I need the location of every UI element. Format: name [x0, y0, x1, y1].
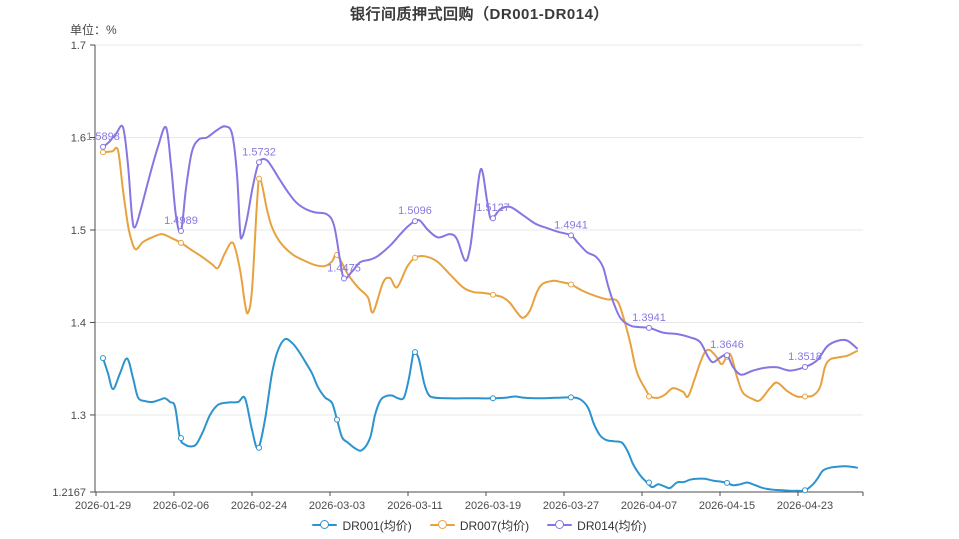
- data-point-marker: [646, 479, 652, 486]
- x-axis-label: 2026-03-11: [387, 500, 442, 512]
- data-point-marker: [724, 479, 730, 486]
- value-annotation: 1.4475: [327, 263, 361, 275]
- value-annotation: 1.4989: [164, 215, 198, 227]
- data-point-marker: [178, 239, 184, 246]
- data-point-marker: [724, 352, 730, 359]
- data-point-marker: [256, 444, 262, 451]
- x-axis-label: 2026-04-23: [777, 500, 833, 512]
- legend-item-dr007[interactable]: DR007(均价): [429, 517, 530, 534]
- data-point-marker: [100, 355, 106, 362]
- y-axis-label: 1.2167: [52, 487, 86, 499]
- data-point-marker: [341, 275, 347, 282]
- x-axis-label: 2026-04-07: [621, 500, 677, 512]
- data-point-marker: [334, 416, 340, 423]
- y-axis-label: 1.6: [71, 132, 86, 144]
- y-axis-label: 1.3: [71, 410, 86, 422]
- data-point-marker: [412, 349, 418, 356]
- data-point-marker: [412, 254, 418, 261]
- y-axis-label: 1.4: [71, 317, 86, 329]
- data-point-marker: [256, 159, 262, 166]
- value-annotation: 1.5732: [242, 146, 276, 158]
- y-axis-label: 1.7: [71, 40, 86, 52]
- data-point-marker: [490, 291, 496, 298]
- value-annotation: 1.5096: [398, 205, 432, 217]
- data-point-marker: [490, 395, 496, 402]
- y-axis-unit-label: 单位：%: [70, 23, 117, 37]
- data-point-marker: [178, 435, 184, 442]
- data-point-marker: [100, 149, 106, 156]
- series-line-DR014(均价): [102, 124, 858, 376]
- data-point-marker: [646, 324, 652, 331]
- data-point-marker: [568, 281, 574, 288]
- data-point-marker: [802, 487, 808, 494]
- data-point-marker: [178, 228, 184, 234]
- value-annotation: 1.3518: [788, 351, 822, 363]
- chart-title: 银行间质押式回购（DR001-DR014）: [350, 6, 609, 23]
- legend-label-dr014: DR014(均价): [577, 518, 647, 533]
- x-axis-label: 2026-04-15: [699, 500, 755, 512]
- data-point-marker: [802, 364, 808, 370]
- data-point-marker: [490, 215, 496, 222]
- data-point-marker: [412, 218, 418, 225]
- legend-label-dr001: DR001(均价): [342, 518, 412, 533]
- series-line-DR001(均价): [102, 337, 858, 492]
- dr001-line-marker-icon: [312, 520, 338, 530]
- data-point-marker: [568, 394, 574, 401]
- dr007-line-marker-icon: [429, 520, 455, 530]
- chart-legend: DR001(均价) DR007(均价) DR014(均价): [0, 515, 959, 535]
- x-axis-label: 2026-03-03: [309, 500, 365, 512]
- x-axis-label: 2026-02-06: [153, 500, 209, 512]
- legend-label-dr007: DR007(均价): [459, 518, 530, 533]
- legend-item-dr001[interactable]: DR001(均价): [312, 517, 412, 534]
- x-axis-label: 2026-01-29: [75, 500, 131, 512]
- y-axis-label: 1.5: [71, 225, 86, 237]
- data-point-marker: [646, 393, 652, 400]
- x-axis-label: 2026-03-27: [543, 500, 599, 512]
- data-point-marker: [802, 393, 808, 400]
- data-point-marker: [100, 143, 106, 150]
- value-annotation: 1.5127: [476, 202, 510, 214]
- legend-item-dr014[interactable]: DR014(均价): [547, 517, 647, 534]
- value-annotation: 1.4941: [554, 219, 588, 231]
- value-annotation: 1.3646: [710, 339, 744, 351]
- series-line-DR007(均价): [102, 146, 858, 403]
- dr014-line-marker-icon: [547, 520, 573, 530]
- data-point-marker: [256, 175, 262, 182]
- value-annotation: 1.3941: [632, 312, 666, 324]
- data-point-marker: [568, 232, 574, 239]
- x-axis-label: 2026-03-19: [465, 500, 521, 512]
- value-annotation: 1.5898: [86, 131, 120, 143]
- x-axis-label: 2026-02-24: [231, 500, 287, 512]
